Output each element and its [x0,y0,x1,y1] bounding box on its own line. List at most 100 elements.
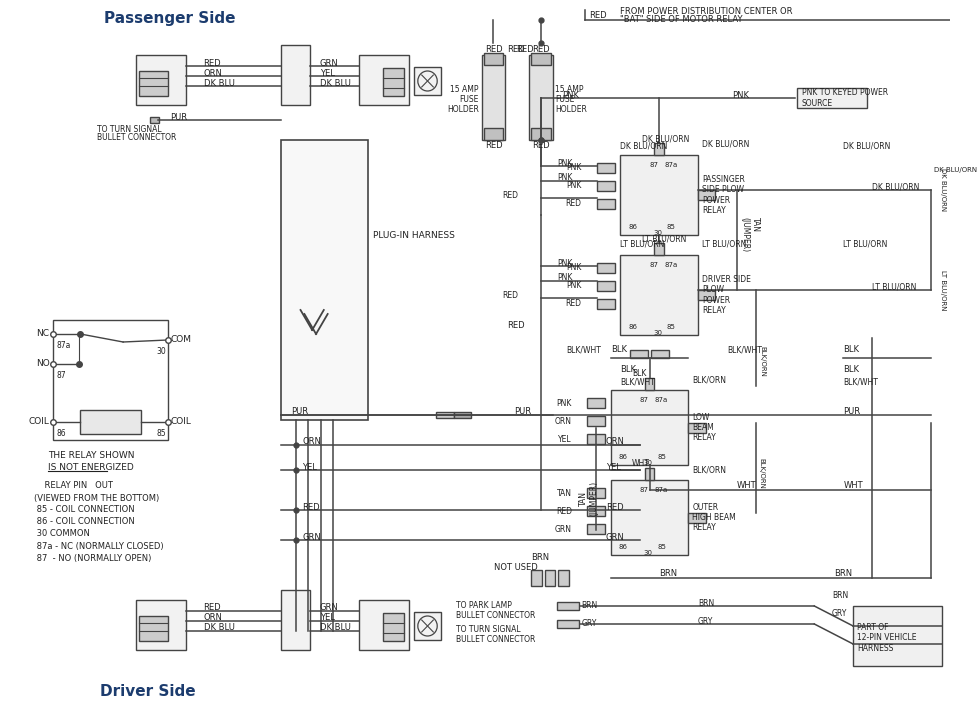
Text: BLK/ORN: BLK/ORN [759,457,764,489]
Bar [645,378,655,390]
Bar [611,390,688,465]
Text: 87: 87 [640,397,649,403]
Text: LT BLU/ORN: LT BLU/ORN [702,240,746,248]
Text: 30: 30 [644,550,653,556]
Bar [688,513,706,523]
Text: BULLET CONNECTOR: BULLET CONNECTOR [456,611,535,621]
Text: PUR: PUR [514,407,531,417]
Text: HOLDER: HOLDER [447,105,479,114]
Text: 15 AMP: 15 AMP [556,85,584,94]
Text: LOW
BEAM
RELAY: LOW BEAM RELAY [692,412,716,442]
Bar [587,434,605,444]
Bar [281,45,311,105]
Text: RED: RED [485,44,503,54]
Text: 87a: 87a [655,397,667,403]
Text: 87a - NC (NORMALLY CLOSED): 87a - NC (NORMALLY CLOSED) [34,542,164,550]
Bar [531,570,542,586]
Bar [655,243,664,255]
Text: BLK: BLK [632,370,647,378]
Text: YEL: YEL [303,462,318,471]
Text: DK BLU/ORN: DK BLU/ORN [642,134,689,144]
Text: 30 COMMON: 30 COMMON [34,529,90,539]
Text: "BAT" SIDE OF MOTOR RELAY: "BAT" SIDE OF MOTOR RELAY [620,15,743,25]
Text: PNK: PNK [563,91,579,99]
Text: ORN: ORN [555,417,572,425]
Text: PUR: PUR [291,407,308,417]
Bar [414,612,441,640]
Bar [150,117,159,123]
Text: LT BLU/ORN: LT BLU/ORN [642,234,686,243]
Bar [383,68,405,96]
Text: 87a: 87a [664,162,677,168]
Text: WHT: WHT [737,481,757,491]
Bar [597,299,614,309]
Text: WHT: WHT [844,481,863,491]
Text: RED: RED [556,507,572,515]
Bar [484,128,503,140]
Text: PNK: PNK [558,258,572,267]
Text: PNK: PNK [566,264,582,272]
Text: TAN: TAN [557,489,572,497]
Bar [645,468,655,480]
Text: YEL: YEL [559,434,572,444]
Text: 30: 30 [654,230,662,236]
Text: BLK/ORN: BLK/ORN [692,375,726,385]
Bar [797,88,866,108]
Bar [597,181,614,191]
Text: COIL: COIL [28,417,49,426]
Text: RED: RED [303,502,320,512]
Bar [281,140,368,420]
Bar [484,53,503,65]
Text: PNK: PNK [558,174,572,182]
Text: DRIVER SIDE
PLOW
POWER
RELAY: DRIVER SIDE PLOW POWER RELAY [702,275,751,315]
Text: RED: RED [565,300,582,309]
Bar [559,570,569,586]
Text: 87: 87 [56,370,66,380]
Bar [138,71,168,96]
Text: GRY: GRY [582,619,597,627]
Text: BRN: BRN [832,592,848,600]
Text: 15 AMP: 15 AMP [451,85,479,94]
Bar [587,398,605,408]
Text: LT BLU/ORN: LT BLU/ORN [941,270,947,310]
Text: DK BLU/ORN: DK BLU/ORN [934,167,977,173]
Bar [135,55,186,105]
Text: BLK/WHT: BLK/WHT [727,346,762,354]
Text: OUTER
HIGH BEAM
RELAY: OUTER HIGH BEAM RELAY [692,502,736,532]
Text: BRN: BRN [660,569,677,579]
Text: COM: COM [171,335,192,345]
Text: LT BLU/ORN: LT BLU/ORN [872,282,917,292]
Text: 86: 86 [618,544,627,550]
Text: (VIEWED FROM THE BOTTOM): (VIEWED FROM THE BOTTOM) [34,494,159,502]
Text: TO PARK LAMP: TO PARK LAMP [456,602,512,611]
Text: RED: RED [532,142,550,150]
Bar [531,53,551,65]
Text: THE RELAY SHOWN: THE RELAY SHOWN [48,452,135,460]
Bar [558,620,579,628]
Text: 86: 86 [628,224,637,230]
Text: DK BLU/ORN: DK BLU/ORN [941,168,947,211]
Text: DK BLU: DK BLU [319,78,351,88]
Text: 86 - COIL CONNECTION: 86 - COIL CONNECTION [34,518,134,526]
Text: HOLDER: HOLDER [556,105,587,114]
Bar [854,606,943,666]
Bar [454,412,471,418]
Text: TAN
(JUMPER): TAN (JUMPER) [741,218,760,253]
Text: NC: NC [36,330,49,338]
Text: PNK: PNK [566,282,582,290]
Text: 87a: 87a [664,262,677,268]
Bar [531,128,551,140]
Bar [688,423,706,433]
Text: PART OF
12-PIN VEHICLE
HARNESS: PART OF 12-PIN VEHICLE HARNESS [857,623,916,653]
Text: 85: 85 [658,454,666,460]
Text: PUR: PUR [844,407,860,417]
Text: WHT: WHT [632,460,650,468]
Text: GRN: GRN [303,532,321,542]
Bar [655,143,664,155]
Text: RED: RED [507,322,524,330]
Text: GRN: GRN [319,59,339,68]
Bar [414,67,441,95]
Text: ORN: ORN [204,68,222,78]
Text: RED: RED [532,44,550,54]
Bar [138,616,168,641]
